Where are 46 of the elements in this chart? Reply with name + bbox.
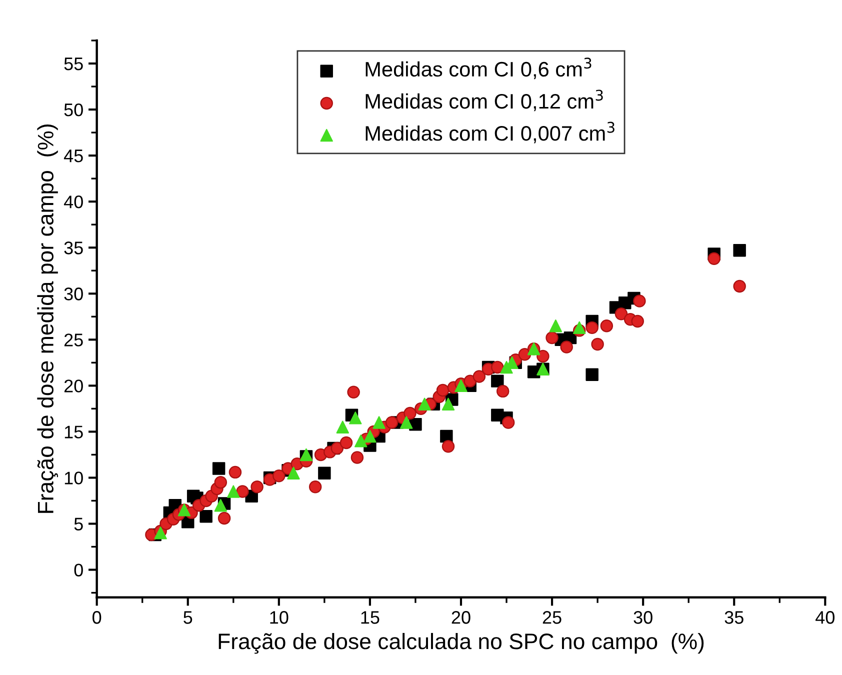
legend-label: Medidas com CI 0,6 cm$^{3}$	[366, 58, 592, 80]
x-tick-label: 15	[361, 611, 380, 624]
y-axis-title: Fração de dose medida por campo (%)	[37, 124, 58, 513]
point	[318, 466, 331, 480]
y-tick-label: 40	[64, 196, 83, 208]
y-tick-label: 30	[64, 288, 83, 300]
y-tick-label: 5	[74, 518, 83, 530]
point	[336, 420, 350, 434]
legend-label: Medidas com CI 0,007 cm$^{3}$	[366, 122, 614, 144]
point	[372, 416, 386, 429]
y-tick-label: 20	[64, 380, 83, 392]
x-tick-label: 5	[184, 611, 192, 624]
point	[287, 466, 300, 480]
y-tick-label: 10	[64, 472, 83, 484]
point	[442, 398, 455, 410]
point	[400, 416, 413, 429]
y-tick-label: 45	[64, 150, 83, 162]
point	[214, 498, 228, 512]
point	[227, 485, 240, 498]
legend-label: Medidas com CI 0,12 cm$^{3}$	[366, 90, 603, 112]
y-tick-label: 15	[64, 426, 83, 438]
point	[491, 374, 504, 388]
y-tick-label: 0	[74, 564, 83, 576]
x-axis-title: Fração de dose calculada no SPC no campo (%)	[218, 632, 704, 654]
x-tick-label: 30	[634, 611, 652, 624]
point	[364, 430, 376, 443]
x-tick-label: 10	[270, 611, 288, 624]
point	[349, 412, 362, 424]
point	[418, 398, 431, 410]
x-tick-label: 35	[724, 611, 744, 624]
x-tick-label: 20	[452, 611, 470, 624]
point	[200, 510, 212, 523]
point	[549, 319, 562, 332]
point	[440, 430, 453, 443]
point	[212, 462, 226, 475]
point	[354, 434, 368, 448]
y-tick-label: 25	[64, 334, 83, 346]
point	[572, 321, 586, 334]
point	[586, 368, 598, 381]
y-tick-label: 55	[64, 58, 83, 70]
y-tick-label: 35	[64, 242, 83, 254]
point	[733, 244, 746, 257]
x-tick-label: 40	[816, 611, 834, 624]
x-tick-label: 25	[542, 611, 562, 624]
y-tick-label: 50	[64, 103, 83, 116]
x-tick-label: 0	[92, 611, 102, 624]
